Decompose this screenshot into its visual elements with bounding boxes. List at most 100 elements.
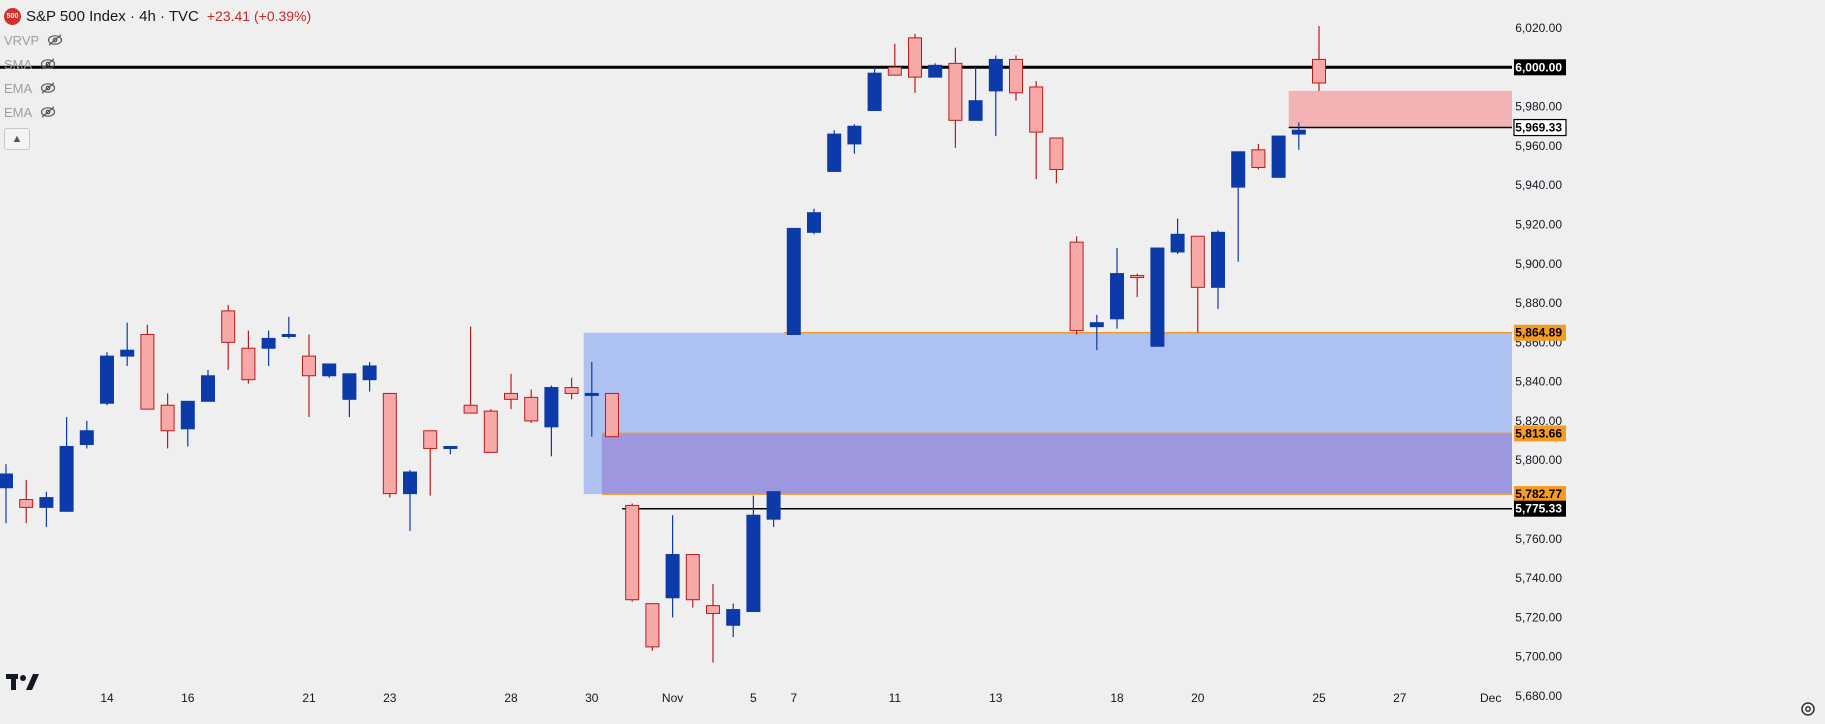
candle-body	[524, 396, 539, 422]
price-label-box	[1514, 59, 1566, 76]
candle	[39, 491, 54, 528]
candle	[1231, 151, 1246, 262]
y-tick-label: 5,760.00	[1515, 532, 1562, 546]
indicator-sma[interactable]: SMA	[4, 52, 311, 76]
x-tick-label: 27	[1393, 691, 1407, 705]
candle	[1170, 218, 1185, 254]
candle	[201, 369, 215, 402]
candle-body	[160, 404, 175, 432]
eye-hidden-icon[interactable]	[40, 106, 56, 118]
x-tick-label: 14	[100, 691, 114, 705]
price-label-text: 5,969.33	[1515, 121, 1562, 135]
sp500-logo-icon: 500	[4, 7, 21, 25]
candle	[1049, 137, 1064, 184]
candle	[1130, 273, 1145, 298]
candle	[1089, 314, 1104, 351]
indicator-ema-2[interactable]: EMA	[4, 100, 311, 124]
x-tick-label: 20	[1191, 691, 1205, 705]
zones-layer	[583, 90, 1512, 495]
candle-body	[59, 445, 74, 512]
y-tick-label: 5,880.00	[1515, 296, 1562, 310]
candle	[1009, 55, 1023, 101]
y-tick-label: 5,720.00	[1515, 610, 1562, 624]
candle	[160, 393, 175, 449]
candle-body	[786, 227, 801, 335]
candle-body	[1110, 273, 1124, 320]
x-tick-label: Nov	[662, 691, 683, 705]
x-tick-label: 23	[383, 691, 397, 705]
candle	[120, 322, 135, 366]
candle-body	[1089, 322, 1104, 328]
indicator-ema-1[interactable]: EMA	[4, 76, 311, 100]
candle	[241, 330, 256, 384]
indicator-label: VRVP	[4, 32, 40, 48]
candle	[180, 400, 195, 447]
candle-body	[281, 333, 296, 337]
candle	[403, 470, 417, 531]
candle-body	[948, 62, 963, 121]
candle	[908, 33, 922, 93]
y-tick-label: 5,820.00	[1515, 414, 1562, 428]
x-tick-label: 30	[585, 691, 599, 705]
x-tick-label: 11	[889, 691, 902, 705]
candle	[584, 362, 599, 437]
candle	[423, 430, 438, 496]
candle-body	[483, 410, 498, 453]
candle	[766, 491, 781, 528]
candle-body	[766, 491, 781, 520]
y-tick-label: 5,840.00	[1515, 375, 1562, 389]
gear-icon[interactable]	[1799, 700, 1817, 718]
candle	[362, 362, 377, 392]
candle-body	[645, 603, 660, 648]
candle	[59, 417, 74, 512]
indicator-vrvp[interactable]: VRVP	[4, 28, 311, 52]
indicator-label: EMA	[4, 104, 33, 120]
x-axis[interactable]: 14 16 21 23 28 30 Nov 5 7 11 13 18 20 25 27 Dec	[100, 691, 1501, 705]
price-label-box	[1514, 324, 1566, 341]
candle-body	[1069, 241, 1084, 332]
candle-body	[1130, 275, 1145, 279]
x-tick-label: 28	[504, 691, 518, 705]
candle-body	[847, 125, 862, 145]
candle-body	[1049, 137, 1064, 170]
candle	[302, 334, 316, 418]
candle	[988, 55, 1003, 137]
x-tick-label: 18	[1110, 691, 1124, 705]
candle	[625, 503, 640, 602]
candle	[706, 584, 720, 663]
candle-body	[463, 404, 478, 414]
candle-body	[0, 473, 13, 489]
lines-layer	[0, 65, 1512, 510]
candle-body	[706, 605, 720, 614]
candle	[19, 479, 34, 524]
candle-body	[605, 392, 619, 438]
symbol-row[interactable]: 500 S&P 500 Index · 4h · TVC +23.41 (+0.…	[4, 4, 311, 28]
candle	[1029, 81, 1044, 180]
tradingview-logo-icon[interactable]	[6, 668, 40, 699]
eye-hidden-icon[interactable]	[40, 58, 56, 70]
candle	[564, 377, 579, 400]
candle-body	[726, 609, 741, 626]
candle	[726, 603, 741, 638]
collapse-legend-button[interactable]: ▲	[4, 128, 30, 150]
price-label: 5,864.89	[1514, 324, 1566, 341]
x-tick-label: 5	[750, 691, 757, 705]
candle-body	[241, 347, 256, 381]
price-label: 5,775.33	[1514, 500, 1566, 517]
candle	[605, 392, 619, 438]
x-tick-label: Dec	[1480, 691, 1501, 705]
candle	[887, 43, 902, 76]
price-labels-layer: 6,000.00 5,969.33 5,864.89 5,813.66 5,782.77…	[1513, 59, 1567, 517]
candle	[1069, 236, 1084, 335]
candle	[140, 324, 155, 410]
candle-body	[362, 365, 377, 381]
eye-hidden-icon[interactable]	[40, 82, 56, 94]
candle	[847, 124, 862, 154]
candle	[261, 330, 276, 366]
candle-body	[887, 66, 902, 76]
x-tick-label: 21	[302, 691, 316, 705]
eye-hidden-icon[interactable]	[47, 34, 63, 46]
symbol-title[interactable]: S&P 500 Index · 4h · TVC	[26, 7, 199, 25]
